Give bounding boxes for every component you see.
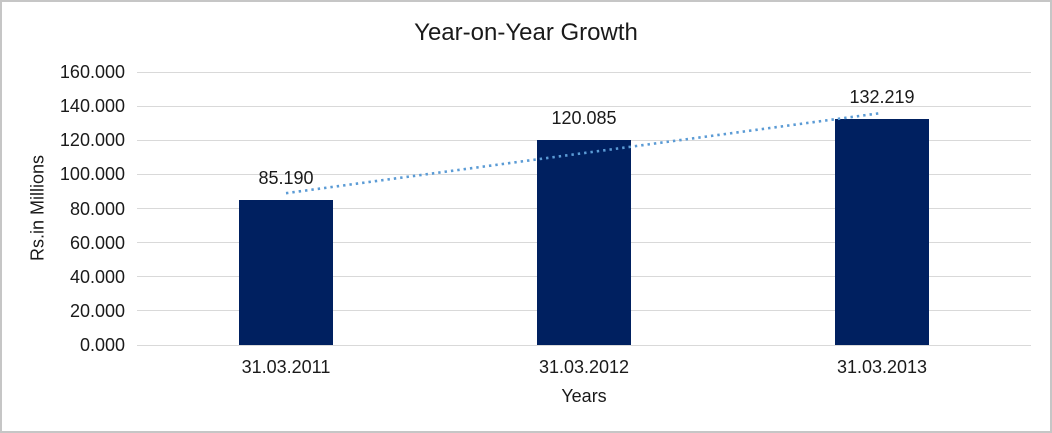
gridline (137, 105, 1031, 107)
chart-title: Year-on-Year Growth (414, 19, 638, 46)
y-tick-label: 0.000 (79, 335, 125, 355)
x-category-label: 31.03.2012 (538, 357, 630, 377)
bar-value-label: 85.190 (258, 167, 314, 188)
y-tick-label: 120.000 (59, 130, 125, 151)
bar (537, 140, 631, 345)
x-axis-title: Years (561, 386, 607, 406)
y-tick-label: 80.000 (69, 198, 125, 219)
x-category-label: 31.03.2013 (836, 357, 928, 377)
y-tick-label: 100.000 (59, 164, 125, 185)
y-tick-label: 140.000 (59, 96, 125, 117)
bar-value-label: 120.085 (551, 108, 617, 129)
y-tick-label: 40.000 (69, 266, 125, 287)
plot-area (137, 71, 1031, 346)
y-tick-label: 60.000 (69, 232, 125, 253)
y-tick-label: 20.000 (69, 300, 125, 321)
gridline (137, 344, 1031, 346)
bar (239, 199, 333, 345)
bar (835, 119, 929, 345)
y-tick-label: 160.000 (59, 62, 125, 82)
gridline (137, 71, 1031, 73)
x-category-label: 31.03.2011 (241, 357, 331, 377)
trendline (285, 111, 883, 195)
bar-value-label: 132.219 (849, 87, 915, 108)
